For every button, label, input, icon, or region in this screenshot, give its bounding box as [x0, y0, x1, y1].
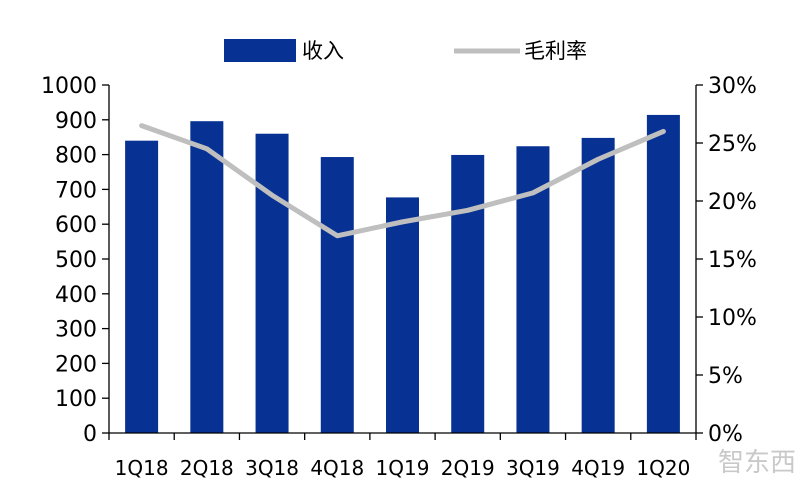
- x-tick-label: 1Q19: [376, 456, 430, 480]
- legend-swatch-revenue: [224, 39, 296, 62]
- bar-2Q19: [451, 154, 485, 433]
- left-tick-label: 300: [55, 318, 97, 343]
- bar-1Q20: [646, 114, 680, 433]
- left-tick-label: 700: [55, 178, 97, 203]
- left-tick-label: 100: [55, 387, 97, 412]
- right-tick-label: 5%: [708, 364, 743, 389]
- line-series-margin: [139, 123, 666, 239]
- right-y-ticks: 0% 5% 10% 15% 20% 25% 30%: [696, 74, 757, 447]
- right-tick-label: 20%: [708, 190, 757, 215]
- bar-2Q18: [190, 121, 224, 433]
- right-tick-label: 10%: [708, 306, 757, 331]
- bar-3Q18: [255, 133, 289, 433]
- legend-label-margin: 毛利率: [524, 39, 587, 63]
- left-tick-label: 400: [55, 283, 97, 308]
- x-tick-label: 2Q19: [441, 456, 495, 480]
- right-tick-label: 25%: [708, 132, 757, 157]
- bar-1Q19: [386, 197, 419, 433]
- margin-line: [139, 123, 666, 239]
- left-tick-label: 500: [55, 248, 97, 273]
- x-tick-label: 1Q18: [115, 456, 169, 480]
- watermark: 智东西: [718, 448, 796, 478]
- bar-1Q18: [125, 140, 159, 433]
- left-tick-label: 800: [55, 144, 97, 169]
- x-tick-label: 4Q18: [310, 456, 364, 480]
- right-tick-label: 30%: [708, 74, 757, 99]
- legend: 收入 毛利率: [224, 39, 587, 63]
- x-tick-label: 3Q19: [506, 456, 560, 480]
- left-tick-label: 0: [83, 422, 97, 447]
- bar-4Q18: [320, 157, 354, 433]
- legend-label-revenue: 收入: [302, 39, 344, 63]
- x-tick-label: 3Q18: [245, 456, 299, 480]
- bar-4Q19: [581, 137, 615, 433]
- right-tick-label: 15%: [708, 248, 757, 273]
- x-ticks: 1Q18 2Q18 3Q18 4Q18 1Q19 2Q19 3Q19 4Q19 1Q20: [108, 433, 697, 480]
- left-tick-label: 1000: [41, 74, 97, 99]
- x-tick-label: 1Q20: [636, 456, 690, 480]
- bar-series-revenue: [125, 114, 680, 434]
- left-tick-label: 200: [55, 352, 97, 377]
- x-tick-label: 2Q18: [180, 456, 234, 480]
- left-tick-label: 600: [55, 213, 97, 238]
- right-tick-label: 0%: [708, 422, 743, 447]
- x-tick-label: 4Q19: [571, 456, 625, 480]
- left-tick-label: 900: [55, 109, 97, 134]
- left-y-ticks: 0 100 200 300 400 500 600 700 800 900 1000: [41, 74, 109, 447]
